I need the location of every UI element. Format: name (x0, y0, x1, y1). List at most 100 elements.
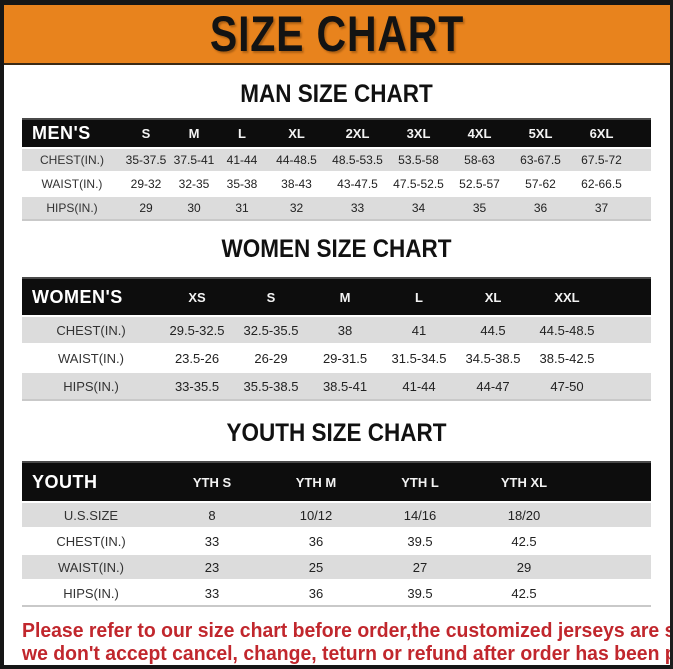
measurement-value: 37 (571, 196, 632, 220)
left-border (0, 0, 4, 669)
measurement-value: 35-38 (218, 172, 266, 197)
measurement-value: 30 (170, 196, 218, 220)
measurement-value: 47-50 (530, 372, 604, 400)
size-column-header: M (308, 278, 382, 317)
measurement-label: HIPS(IN.) (22, 372, 160, 400)
right-border (670, 0, 673, 669)
measurement-value: 29 (122, 196, 170, 220)
order-policy-line-2: we don't accept cancel, change, teturn o… (22, 643, 673, 665)
measurement-label: WAIST(IN.) (22, 172, 122, 197)
row-spacer (576, 528, 651, 555)
size-column-header: S (234, 278, 308, 317)
measurement-value: 36 (264, 528, 368, 555)
measurement-value: 37.5-41 (170, 148, 218, 173)
size-header-row: MEN'S S M L XL 2XL 3XL 4XL 5XL 6XL (22, 119, 651, 149)
size-column-header: YTH L (368, 462, 472, 503)
measurement-value: 44.5-48.5 (530, 316, 604, 345)
title-banner: SIZE CHART (0, 5, 673, 65)
measurement-value: 38 (308, 316, 382, 345)
row-spacer (604, 344, 651, 373)
measurement-row: HIPS(IN.) 29 30 31 32 33 34 35 36 37 (22, 196, 651, 220)
measurement-row: WAIST(IN.) 23 25 27 29 (22, 554, 651, 581)
measurement-value: 44-48.5 (266, 148, 327, 173)
size-column-header: S (122, 119, 170, 149)
measurement-label: CHEST(IN.) (22, 148, 122, 173)
measurement-value: 63-67.5 (510, 148, 571, 173)
measurement-value: 31 (218, 196, 266, 220)
measurement-value: 53.5-58 (388, 148, 449, 173)
measurement-label: U.S.SIZE (22, 502, 160, 529)
measurement-row: WAIST(IN.) 29-32 32-35 35-38 38-43 43-47.5 47.… (22, 172, 651, 197)
measurement-value: 39.5 (368, 528, 472, 555)
measurement-label: CHEST(IN.) (22, 316, 160, 345)
men-section-heading: MAN SIZE CHART (240, 80, 433, 108)
measurement-value: 33 (204, 585, 220, 601)
measurement-row: U.S.SIZE 8 10/12 14/16 18/20 (22, 502, 651, 529)
men-size-table: MEN'S S M L XL 2XL 3XL 4XL 5XL 6XL CHEST(IN.) 35-37… (22, 118, 651, 221)
measurement-label: HIPS(IN.) (63, 585, 119, 601)
measurement-value: 34 (388, 196, 449, 220)
measurement-value: 25 (264, 554, 368, 581)
measurement-value: 10/12 (264, 502, 368, 529)
row-spacer (632, 148, 651, 173)
measurement-value: 67.5-72 (571, 148, 632, 173)
size-header-row: YOUTH YTH S YTH M YTH L YTH XL (22, 462, 651, 503)
measurement-value: 36 (308, 585, 324, 601)
size-column-header: L (382, 278, 456, 317)
header-spacer (632, 119, 651, 149)
size-column-header: L (218, 119, 266, 149)
measurement-row: CHEST(IN.) 33 36 39.5 42.5 (22, 528, 651, 555)
size-column-header: XL (456, 278, 530, 317)
table-corner-label: WOMEN'S (22, 278, 160, 317)
measurement-value: 41 (382, 316, 456, 345)
row-spacer (576, 580, 651, 606)
size-column-header: 6XL (571, 119, 632, 149)
measurement-value: 35 (449, 196, 510, 220)
measurement-value: 33 (160, 528, 264, 555)
row-spacer (604, 372, 651, 400)
measurement-label: CHEST(IN.) (22, 528, 160, 555)
measurement-value: 27 (368, 554, 472, 581)
row-spacer (632, 196, 651, 220)
measurement-value: 38.5-42.5 (530, 344, 604, 373)
row-spacer (576, 502, 651, 529)
row-spacer (632, 172, 651, 197)
measurement-value: 29.5-32.5 (160, 316, 234, 345)
measurement-value: 58-63 (449, 148, 510, 173)
size-column-header: XS (160, 278, 234, 317)
measurement-value: 8 (160, 502, 264, 529)
measurement-row: CHEST(IN.) 35-37.5 37.5-41 41-44 44-48.5 48.5… (22, 148, 651, 173)
measurement-label: HIPS(IN.) (22, 196, 122, 220)
measurement-value: 38-43 (266, 172, 327, 197)
bottom-border (0, 665, 673, 669)
measurement-value: 29-31.5 (308, 344, 382, 373)
measurement-value: 32 (266, 196, 327, 220)
measurement-value: 44-47 (456, 372, 530, 400)
measurement-row: HIPS(IN.) 33 36 39.5 42.5 (22, 580, 651, 606)
size-column-header: 4XL (449, 119, 510, 149)
size-column-header: M (170, 119, 218, 149)
table-corner-label: MEN'S (22, 119, 122, 149)
order-policy-line-1: Please refer to our size chart before or… (22, 620, 673, 642)
men-section: MAN SIZE CHART MEN'S S M L XL 2XL 3XL 4XL 5XL 6XL… (22, 80, 651, 221)
women-section-heading: WOMEN SIZE CHART (221, 235, 452, 263)
measurement-value: 33 (327, 196, 388, 220)
measurement-label: WAIST(IN.) (22, 344, 160, 373)
measurement-row: CHEST(IN.) 29.5-32.5 32.5-35.5 38 41 44.5 44.5… (22, 316, 651, 345)
measurement-value: 47.5-52.5 (388, 172, 449, 197)
measurement-value: 43-47.5 (327, 172, 388, 197)
size-column-header: XL (266, 119, 327, 149)
measurement-value: 52.5-57 (449, 172, 510, 197)
table-corner-label: YOUTH (22, 462, 160, 503)
measurement-value: 23.5-26 (160, 344, 234, 373)
row-spacer (576, 554, 651, 581)
measurement-value: 38.5-41 (308, 372, 382, 400)
top-border (0, 0, 673, 5)
size-column-header: 2XL (327, 119, 388, 149)
measurement-value: 29-32 (122, 172, 170, 197)
measurement-value: 44.5 (456, 316, 530, 345)
measurement-value: 35-37.5 (122, 148, 170, 173)
measurement-value: 14/16 (368, 502, 472, 529)
row-spacer (604, 316, 651, 345)
measurement-value: 18/20 (472, 502, 576, 529)
